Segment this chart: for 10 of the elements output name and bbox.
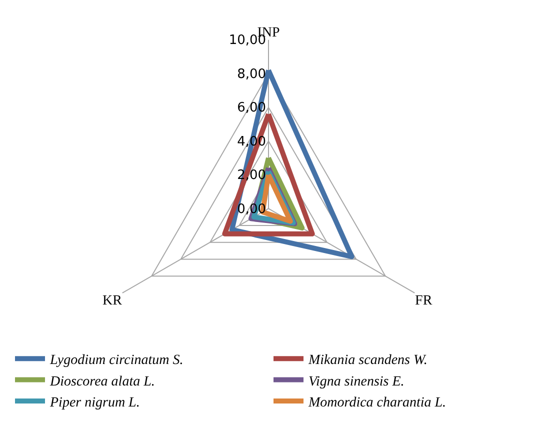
legend-label: Vigna sinensis E. bbox=[308, 374, 404, 390]
y-tick-label: 8,00 bbox=[237, 66, 266, 82]
legend-label: Momordica charantia L. bbox=[308, 395, 446, 410]
legend-label: Mikania scandens W. bbox=[308, 353, 428, 368]
spoke-label: KR bbox=[102, 293, 123, 308]
y-tick-label: 10,00 bbox=[228, 33, 266, 48]
spoke-label: FR bbox=[415, 293, 433, 308]
legend-label: Dioscorea alata L. bbox=[49, 374, 155, 390]
legend-label: Piper nigrum L. bbox=[49, 395, 140, 410]
legend-label: Lygodium circinatum S. bbox=[49, 353, 184, 368]
